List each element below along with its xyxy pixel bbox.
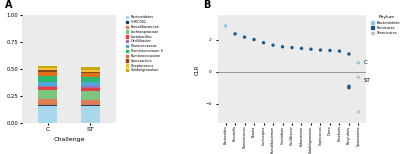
Point [346,53,352,55]
Point [289,46,295,49]
Point [346,85,352,87]
Point [336,50,343,52]
Point [355,62,362,64]
Point [232,33,238,35]
Bar [38,71,57,72]
Legend: Bacteroidetes, CHKC002, Faecalibacterium, Lachnospiraceae, Lactobacillus, Oscill: Bacteroidetes, CHKC002, Faecalibacterium… [125,15,163,73]
Bar [38,105,57,107]
Point [355,111,362,113]
Text: A: A [5,0,12,10]
Bar [81,73,100,77]
Bar [81,105,100,107]
Bar [38,66,57,68]
Bar [81,82,100,86]
Bar [38,82,57,86]
Point [241,36,248,38]
Point [346,87,352,89]
Text: B: B [203,0,210,10]
Bar [81,88,100,91]
Bar [81,100,100,105]
Point [260,42,267,44]
Bar [81,72,100,73]
Point [327,49,333,52]
Point [270,44,276,46]
Bar [38,72,57,76]
Bar [81,86,100,88]
Text: ST: ST [364,78,371,83]
Bar [38,68,57,71]
Bar [81,67,100,69]
Point [308,48,314,50]
Point [279,46,286,48]
Bar [81,69,100,72]
Point [298,47,305,50]
Bar [38,87,57,90]
Point [317,49,324,51]
Bar [81,77,100,82]
Point [355,76,362,79]
Bar [38,86,57,87]
Point [251,38,257,41]
Bar [38,76,57,82]
X-axis label: Challenge: Challenge [53,137,85,142]
Bar [38,107,57,123]
Bar [81,91,100,100]
Legend: Bacteroidetes, Firmicutes, Tenericutes: Bacteroidetes, Firmicutes, Tenericutes [371,15,400,36]
Y-axis label: Relative Abundance: Relative Abundance [0,38,1,101]
Text: C: C [364,60,368,65]
Y-axis label: CLR: CLR [194,64,200,75]
Bar [38,90,57,99]
Bar [81,107,100,123]
Bar [38,99,57,105]
Point [222,25,229,27]
